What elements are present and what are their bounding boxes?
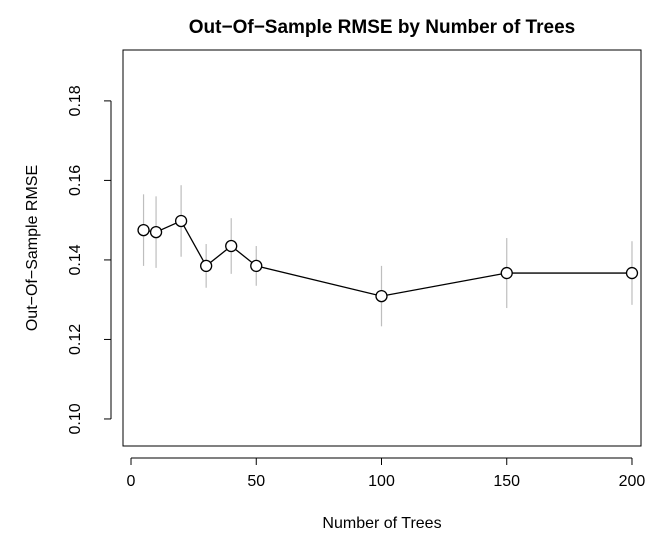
x-tick-label: 50 <box>247 473 265 490</box>
chart-title: Out−Of−Sample RMSE by Number of Trees <box>189 17 575 38</box>
data-point <box>625 266 639 280</box>
data-point <box>137 223 150 237</box>
y-tick-label: 0.12 <box>67 324 84 355</box>
data-point <box>500 266 513 280</box>
data-line <box>143 220 632 297</box>
x-axis-label: Number of Trees <box>322 515 441 532</box>
y-tick-label: 0.10 <box>67 403 84 434</box>
x-tick-label: 150 <box>493 473 520 490</box>
y-tick-label: 0.18 <box>67 85 84 116</box>
y-tick-label: 0.16 <box>67 165 84 196</box>
data-point <box>250 259 263 273</box>
data-point <box>225 239 238 253</box>
plot-box <box>122 49 642 447</box>
y-axis-label: Out−Of−Sample RMSE <box>24 165 41 331</box>
data-point <box>174 214 188 228</box>
data-point <box>200 259 213 273</box>
data-point <box>149 225 163 239</box>
data-point <box>375 289 388 303</box>
x-tick-label: 200 <box>619 473 646 490</box>
x-tick-label: 0 <box>127 473 136 490</box>
y-tick-label: 0.14 <box>67 244 84 275</box>
x-tick-label: 100 <box>368 473 395 490</box>
